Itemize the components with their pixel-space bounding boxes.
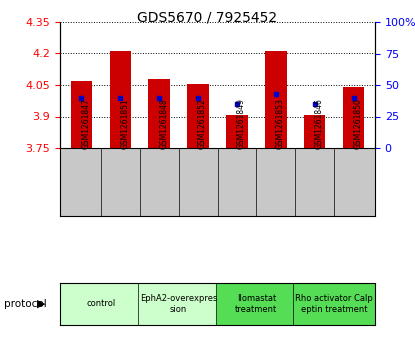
Text: protocol: protocol xyxy=(4,299,47,309)
Bar xyxy=(187,84,209,148)
Bar xyxy=(304,115,325,148)
Text: GDS5670 / 7925452: GDS5670 / 7925452 xyxy=(137,11,278,25)
Bar xyxy=(215,283,297,325)
Bar xyxy=(138,283,220,325)
Bar xyxy=(293,283,375,325)
Bar xyxy=(343,87,364,148)
Text: GSM1261851: GSM1261851 xyxy=(120,99,129,149)
Text: GSM1261846: GSM1261846 xyxy=(315,98,324,149)
Text: EphA2-overexpres
sion: EphA2-overexpres sion xyxy=(140,294,217,314)
Text: ▶: ▶ xyxy=(37,299,46,309)
Text: control: control xyxy=(86,299,115,309)
Text: GSM1261849: GSM1261849 xyxy=(237,98,246,149)
Bar xyxy=(71,81,92,148)
Bar xyxy=(149,79,170,148)
Text: GSM1261848: GSM1261848 xyxy=(159,99,168,149)
Text: GSM1261853: GSM1261853 xyxy=(276,98,285,149)
Text: Ilomastat
treatment: Ilomastat treatment xyxy=(235,294,278,314)
Text: Rho activator Calp
eptin treatment: Rho activator Calp eptin treatment xyxy=(295,294,373,314)
Text: GSM1261847: GSM1261847 xyxy=(81,98,90,149)
Text: GSM1261850: GSM1261850 xyxy=(354,98,363,149)
Bar xyxy=(265,52,286,148)
Bar xyxy=(110,52,131,148)
Bar xyxy=(60,283,142,325)
Text: GSM1261852: GSM1261852 xyxy=(198,99,207,149)
Bar xyxy=(226,115,248,148)
